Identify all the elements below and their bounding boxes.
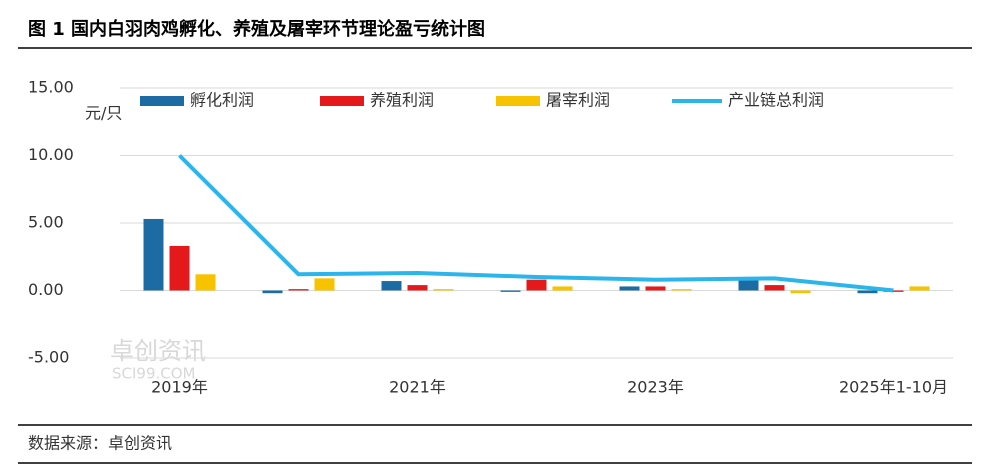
x-tick-label: 2019年	[151, 378, 208, 397]
bar	[738, 279, 759, 291]
legend-swatch	[320, 96, 364, 106]
bar	[169, 245, 190, 291]
bar	[526, 279, 547, 291]
y-tick-label: 5.00	[28, 213, 64, 232]
bar	[764, 285, 785, 291]
bar	[262, 290, 283, 294]
x-tick-label: 2025年1-10月	[839, 378, 948, 397]
bar	[671, 289, 692, 291]
y-unit: 元/只	[85, 104, 122, 123]
bar	[288, 289, 309, 291]
chart-title: 图 1 国内白羽肉鸡孵化、养殖及屠宰环节理论盈亏统计图	[28, 18, 485, 40]
bar	[790, 290, 811, 294]
source: 数据来源：卓创资讯	[28, 434, 172, 453]
bar	[500, 290, 521, 292]
bar	[619, 286, 640, 291]
bar	[857, 290, 878, 294]
bar	[645, 286, 666, 291]
bar	[314, 278, 335, 291]
bar	[909, 286, 930, 291]
bar	[195, 274, 216, 291]
bar	[143, 218, 164, 291]
bar	[552, 286, 573, 291]
watermark: SCI99.COM	[112, 365, 196, 383]
line	[178, 154, 894, 293]
legend-label: 产业链总利润	[728, 91, 824, 110]
y-tick-label: 10.00	[28, 145, 74, 164]
legend-label: 孵化利润	[190, 91, 254, 110]
bar	[433, 289, 454, 291]
legend-swatch	[496, 96, 540, 106]
y-tick-label: -5.00	[28, 348, 69, 367]
x-tick-label: 2023年	[627, 378, 684, 397]
legend-label: 屠宰利润	[546, 91, 610, 110]
x-tick-label: 2021年	[389, 378, 446, 397]
y-tick-label: 0.00	[28, 280, 64, 299]
bar	[381, 281, 402, 291]
y-tick-label: 15.00	[28, 78, 74, 97]
legend-label: 养殖利润	[370, 91, 434, 110]
legend-swatch	[140, 96, 184, 106]
bar	[883, 290, 904, 292]
watermark: 卓创资讯	[110, 337, 206, 365]
bar	[407, 285, 428, 291]
